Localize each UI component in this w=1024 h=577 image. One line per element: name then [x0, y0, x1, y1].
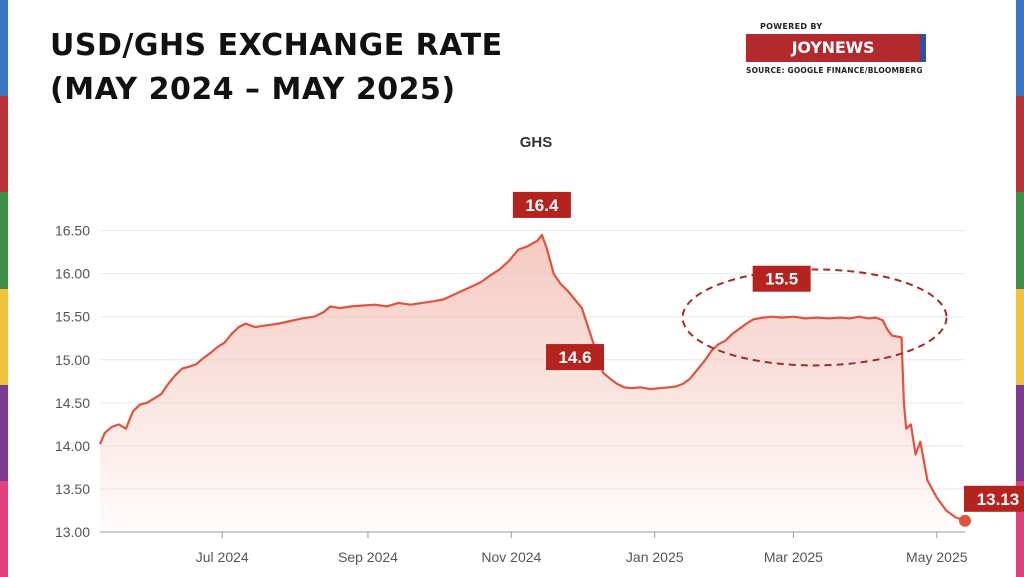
callout-label: 13.13	[977, 490, 1020, 509]
y-tick-label: 15.50	[55, 309, 90, 325]
left-stripe-segment	[0, 480, 8, 577]
callout: 15.5	[752, 265, 811, 292]
highlight-ellipse	[681, 268, 948, 367]
y-tick-label: 16.50	[55, 223, 90, 239]
left-stripe-segment	[0, 0, 8, 97]
y-tick-label: 14.00	[55, 438, 90, 454]
x-tick-label: Jan 2025	[626, 549, 684, 565]
annotations-layer: 16.4 14.6 15.5 13.13	[512, 191, 1024, 527]
endpoint-marker	[959, 514, 971, 527]
right-stripe-segment	[1016, 0, 1024, 97]
left-color-stripe	[0, 0, 8, 577]
series-layer	[98, 233, 966, 532]
right-color-stripe	[1016, 0, 1024, 577]
callout-label: 16.4	[525, 196, 559, 215]
left-stripe-segment	[0, 384, 8, 481]
branding-block: POWERED BY JOYNEWS RESEARCH SOURCE: GOOG…	[746, 22, 936, 85]
y-tick-label: 16.00	[55, 266, 90, 282]
right-stripe-segment	[1016, 288, 1024, 385]
callout-box	[752, 265, 811, 292]
chart-title-line-1: USD/GHS EXCHANGE RATE	[50, 28, 503, 63]
x-tick-label: Sep 2024	[338, 549, 398, 565]
y-tick-label: 13.50	[55, 481, 90, 497]
callout: 13.13	[964, 485, 1024, 512]
right-stripe-segment	[1016, 192, 1024, 289]
y-tick-label: 13.00	[55, 524, 90, 540]
source-text: SOURCE: GOOGLE FINANCE/BLOOMBERG	[746, 66, 923, 75]
x-tick-label: May 2025	[906, 549, 968, 565]
unit-label: GHS	[520, 134, 553, 151]
callout-box	[512, 191, 571, 218]
right-stripe-segment	[1016, 480, 1024, 577]
powered-by-text: POWERED BY	[760, 22, 823, 31]
right-stripe-segment	[1016, 96, 1024, 193]
x-tick-label: Nov 2024	[481, 549, 541, 565]
series-area	[100, 234, 965, 532]
chart-title: USD/GHS EXCHANGE RATE (MAY 2024 – MAY 20…	[50, 24, 503, 112]
y-axis: 13.00 13.50 14.00 14.50 15.00 15.50 16.00 16.50	[55, 223, 90, 540]
y-tick-label: 15.00	[55, 352, 90, 368]
chart-title-line-2: (MAY 2024 – MAY 2025)	[50, 72, 456, 107]
callout-box	[964, 485, 1024, 512]
callout: 14.6	[546, 344, 605, 371]
y-tick-label: 14.50	[55, 395, 90, 411]
x-axis: Jul 2024 Sep 2024 Nov 2024 Jan 2025 Mar 2025…	[100, 531, 968, 565]
x-tick-label: Jul 2024	[196, 549, 249, 565]
left-stripe-segment	[0, 288, 8, 385]
left-stripe-segment	[0, 96, 8, 193]
right-stripe-segment	[1016, 384, 1024, 481]
callout-label: 14.6	[558, 348, 591, 367]
left-stripe-segment	[0, 192, 8, 289]
callout-box	[546, 344, 605, 371]
callout: 16.4	[512, 191, 571, 218]
x-tick-label: Mar 2025	[764, 549, 823, 565]
joynews-research-logo: JOYNEWS RESEARCH	[746, 34, 926, 85]
callout-label: 15.5	[765, 270, 798, 289]
series-line	[98, 233, 966, 522]
